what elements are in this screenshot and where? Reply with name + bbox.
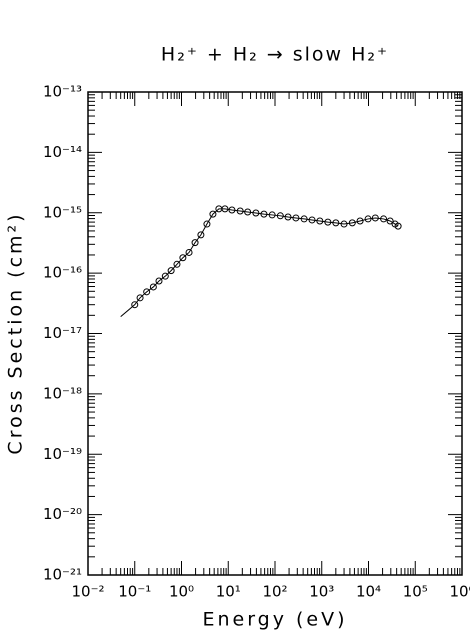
- data-point: [356, 217, 364, 225]
- data-point: [308, 216, 316, 224]
- data-point: [300, 215, 308, 223]
- chart-title: H₂⁺ + H₂ → slow H₂⁺: [161, 44, 389, 66]
- y-tick-label: 10⁻²⁰: [43, 505, 82, 523]
- data-line: [120, 208, 399, 318]
- y-tick-label: 10⁻¹³: [43, 83, 82, 101]
- data-point: [131, 301, 139, 309]
- x-tick-label: 10⁵: [403, 583, 428, 601]
- data-point: [143, 288, 151, 296]
- data-point: [260, 210, 268, 218]
- x-axis-label: Energy (eV): [202, 609, 347, 631]
- x-tick-label: 10⁰: [169, 583, 194, 601]
- x-tick-label: 10⁻²: [71, 583, 104, 601]
- y-tick-label: 10⁻¹⁶: [43, 264, 82, 282]
- data-point: [394, 222, 402, 230]
- x-tick-label: 10¹: [216, 583, 241, 601]
- y-tick-label: 10⁻¹⁸: [43, 384, 82, 402]
- data-point: [203, 220, 211, 228]
- data-point: [136, 294, 144, 302]
- data-point: [185, 248, 193, 256]
- data-point: [292, 214, 300, 222]
- data-point: [197, 231, 205, 239]
- data-point: [228, 206, 236, 214]
- data-point: [244, 208, 252, 216]
- data-point: [268, 211, 276, 219]
- data-point: [380, 215, 388, 223]
- data-point: [252, 209, 260, 217]
- data-point: [386, 217, 394, 225]
- data-point: [348, 219, 356, 227]
- y-tick-label: 10⁻¹⁹: [43, 445, 82, 463]
- y-axis-label: Cross Section (cm²): [5, 211, 27, 454]
- data-point: [191, 239, 199, 247]
- x-tick-label: 10⁻¹: [118, 583, 151, 601]
- data-point: [371, 214, 379, 222]
- data-point: [173, 260, 181, 268]
- x-tick-label: 10³: [309, 583, 334, 601]
- x-tick-label: 10²: [262, 583, 287, 601]
- data-point: [364, 215, 372, 223]
- data-point: [236, 207, 244, 215]
- data-point: [276, 212, 284, 220]
- y-tick-label: 10⁻¹⁵: [43, 203, 82, 221]
- data-point: [332, 219, 340, 227]
- plot-frame: [87, 91, 463, 576]
- x-tick-label: 10⁶: [449, 583, 470, 601]
- data-point: [179, 254, 187, 262]
- data-point: [155, 277, 163, 285]
- data-point: [340, 220, 348, 228]
- data-point: [167, 267, 175, 275]
- data-point: [284, 213, 292, 221]
- data-point: [149, 283, 157, 291]
- y-tick-label: 10⁻²¹: [43, 566, 82, 584]
- data-point: [324, 218, 332, 226]
- y-tick-label: 10⁻¹⁷: [43, 324, 82, 342]
- data-point: [161, 272, 169, 280]
- y-tick-label: 10⁻¹⁴: [43, 143, 82, 161]
- x-tick-label: 10⁴: [356, 583, 381, 601]
- data-point: [221, 205, 229, 213]
- data-point: [316, 217, 324, 225]
- data-point: [209, 210, 217, 218]
